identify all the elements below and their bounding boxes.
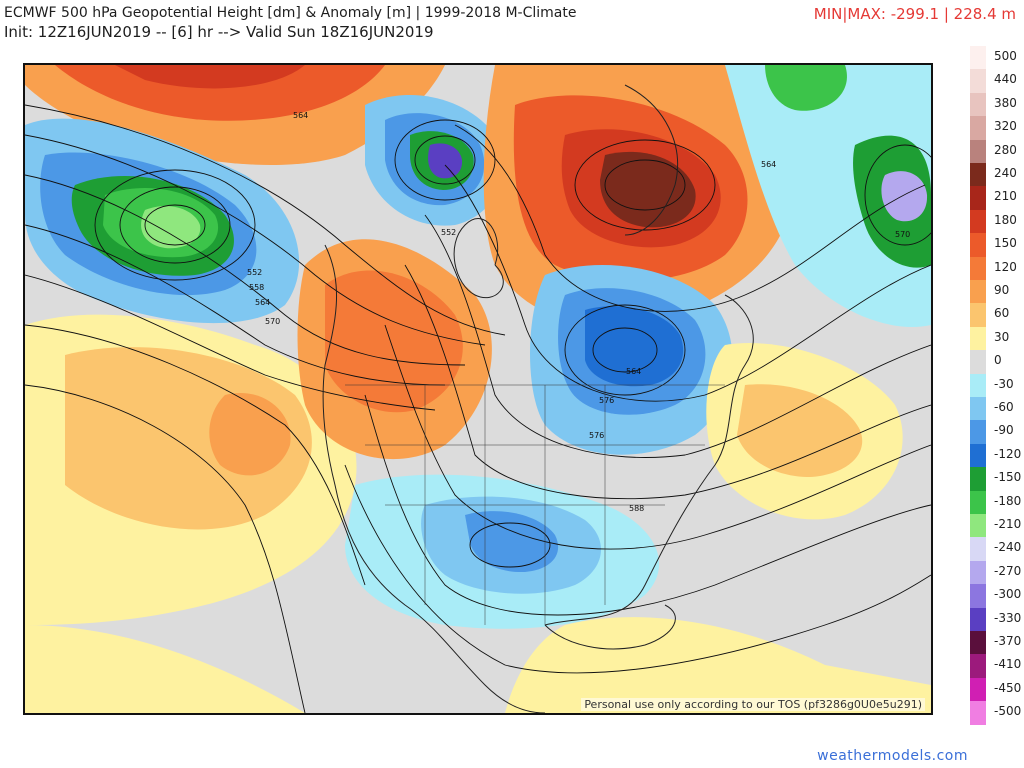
- colorbar-swatch: [970, 514, 986, 538]
- colorbar-label: -300: [994, 587, 1022, 602]
- colorbar-swatch: [970, 303, 986, 328]
- colorbar-swatch: [970, 233, 986, 258]
- colorbar-swatch: [970, 46, 986, 70]
- colorbar-label: 90: [994, 283, 1010, 297]
- colorbar-label: 320: [994, 119, 1017, 134]
- colorbar-label: -150: [994, 470, 1022, 485]
- brand-footer[interactable]: weathermodels.com: [817, 748, 968, 764]
- contour-label: 564: [761, 160, 776, 169]
- colorbar-swatch: [970, 92, 986, 117]
- map-panel: 564 552 558 564 570 552 564 570 564 576 …: [23, 63, 933, 715]
- colorbar-label: 120: [994, 259, 1017, 274]
- colorbar-swatch: [970, 490, 986, 515]
- colorbar-swatch: [970, 373, 986, 398]
- min-max-readout: MIN|MAX: -299.1 | 228.4 m: [813, 5, 1016, 23]
- colorbar-swatch: [970, 654, 986, 679]
- colorbar-label: -60: [994, 400, 1014, 414]
- contour-label: 564: [293, 111, 308, 120]
- map-canvas: 564 552 558 564 570 552 564 570 564 576 …: [25, 65, 931, 713]
- colorbar-swatch: [970, 139, 986, 164]
- contour-label: 570: [265, 317, 280, 326]
- colorbar-label: -210: [994, 517, 1022, 531]
- colorbar-swatch: [970, 163, 986, 187]
- colorbar-swatch: [970, 397, 986, 421]
- contour-label: 564: [626, 367, 641, 376]
- colorbar-swatch: [970, 560, 986, 585]
- contour-label: 570: [895, 230, 910, 239]
- colorbar-label: -180: [994, 493, 1022, 508]
- colorbar-label: 280: [994, 142, 1017, 157]
- contour-label: 552: [441, 228, 456, 237]
- colorbar-label: 500: [994, 49, 1017, 63]
- colorbar-swatch: [970, 584, 986, 609]
- colorbar-label: -270: [994, 563, 1022, 578]
- colorbar-swatch: [970, 186, 986, 211]
- colorbar-swatch: [970, 607, 986, 632]
- colorbar-label: 150: [994, 236, 1017, 251]
- colorbar-swatch: [970, 69, 986, 94]
- colorbar-label: -330: [994, 610, 1022, 625]
- contour-labels: 564 552 558 564 570 552 564 570 564 576 …: [247, 111, 910, 513]
- height-contours: [25, 104, 931, 713]
- contour-label: 576: [599, 396, 614, 405]
- colorbar-label: 0: [994, 353, 1002, 368]
- colorbar-label: 210: [994, 189, 1017, 204]
- colorbar-label: -370: [994, 634, 1022, 648]
- colorbar-label: 240: [994, 166, 1017, 180]
- contour-label: 588: [629, 504, 644, 513]
- colorbar-swatch: [970, 326, 986, 351]
- colorbar-swatch: [970, 443, 986, 468]
- colorbar-label: -240: [994, 540, 1022, 555]
- contour-label: 552: [247, 268, 262, 277]
- colorbar-label: 60: [994, 306, 1010, 321]
- anomaly-colorbar: [970, 46, 986, 726]
- colorbar-label: -410: [994, 657, 1022, 672]
- map-title: ECMWF 500 hPa Geopotential Height [dm] &…: [4, 5, 577, 21]
- colorbar-label: 30: [994, 329, 1010, 344]
- colorbar-label: -450: [994, 680, 1022, 695]
- contour-label: 576: [589, 431, 604, 440]
- colorbar-swatch: [970, 116, 986, 141]
- colorbar-swatch: [970, 280, 986, 304]
- contour-label: 558: [249, 283, 264, 292]
- colorbar-label: 440: [994, 72, 1017, 87]
- colorbar-label: -90: [994, 423, 1014, 438]
- colorbar-swatch: [970, 631, 986, 655]
- init-valid-line: Init: 12Z16JUN2019 -- [6] hr --> Valid S…: [4, 23, 434, 41]
- colorbar-swatch: [970, 256, 986, 281]
- coastlines: [322, 84, 754, 713]
- tos-disclaimer: Personal use only according to our TOS (…: [581, 698, 925, 711]
- state-borders: [345, 384, 725, 625]
- colorbar-swatch: [970, 701, 986, 726]
- colorbar-label: 180: [994, 212, 1017, 227]
- anomaly-fill: [25, 65, 931, 713]
- colorbar-swatch: [970, 467, 986, 492]
- colorbar-swatch: [970, 420, 986, 445]
- colorbar-label: -30: [994, 376, 1014, 391]
- colorbar-swatch: [970, 350, 986, 375]
- contour-label: 564: [255, 298, 270, 307]
- colorbar-swatch: [970, 209, 986, 234]
- colorbar-label: -120: [994, 446, 1022, 461]
- colorbar-swatch: [970, 537, 986, 562]
- colorbar-label: -500: [994, 704, 1022, 719]
- colorbar-swatch: [970, 677, 986, 702]
- colorbar-label: 380: [994, 95, 1017, 110]
